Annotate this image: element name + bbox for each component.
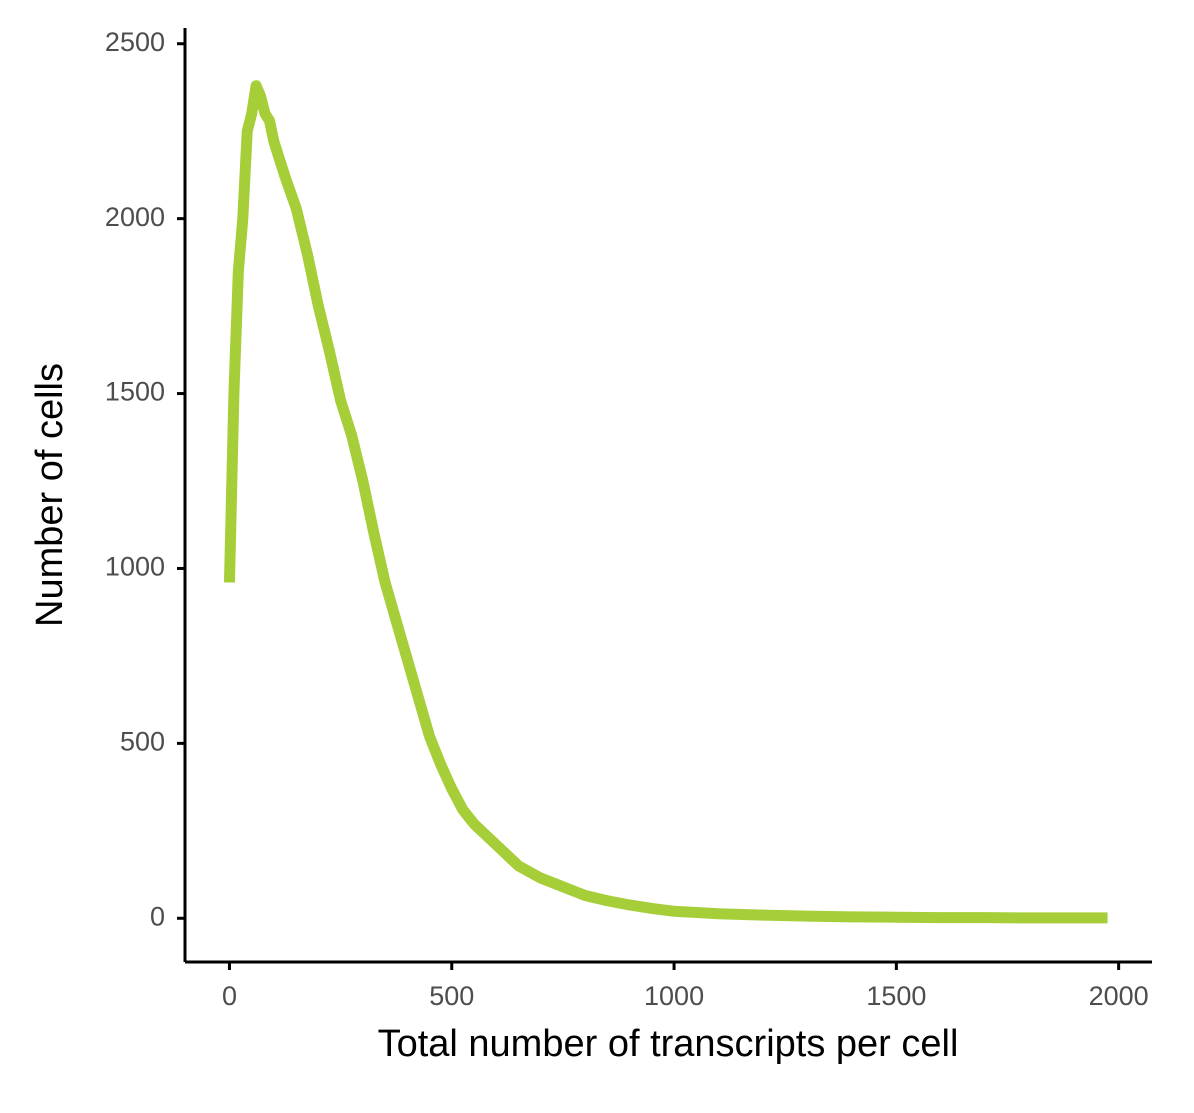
x-tick-label: 500 <box>429 981 474 1011</box>
y-tick-label: 1000 <box>105 552 165 582</box>
y-tick-label: 0 <box>150 901 165 931</box>
x-tick-label: 2000 <box>1089 981 1149 1011</box>
y-tick-label: 500 <box>120 726 165 756</box>
y-tick-label: 2500 <box>105 27 165 57</box>
x-axis-title: Total number of transcripts per cell <box>378 1023 959 1065</box>
x-tick-label: 1500 <box>866 981 926 1011</box>
y-axis-title: Number of cells <box>29 363 71 627</box>
x-tick-label: 0 <box>222 981 237 1011</box>
y-tick-label: 1500 <box>105 377 165 407</box>
y-tick-label: 2000 <box>105 202 165 232</box>
x-tick-label: 1000 <box>644 981 704 1011</box>
line <box>223 80 1108 924</box>
